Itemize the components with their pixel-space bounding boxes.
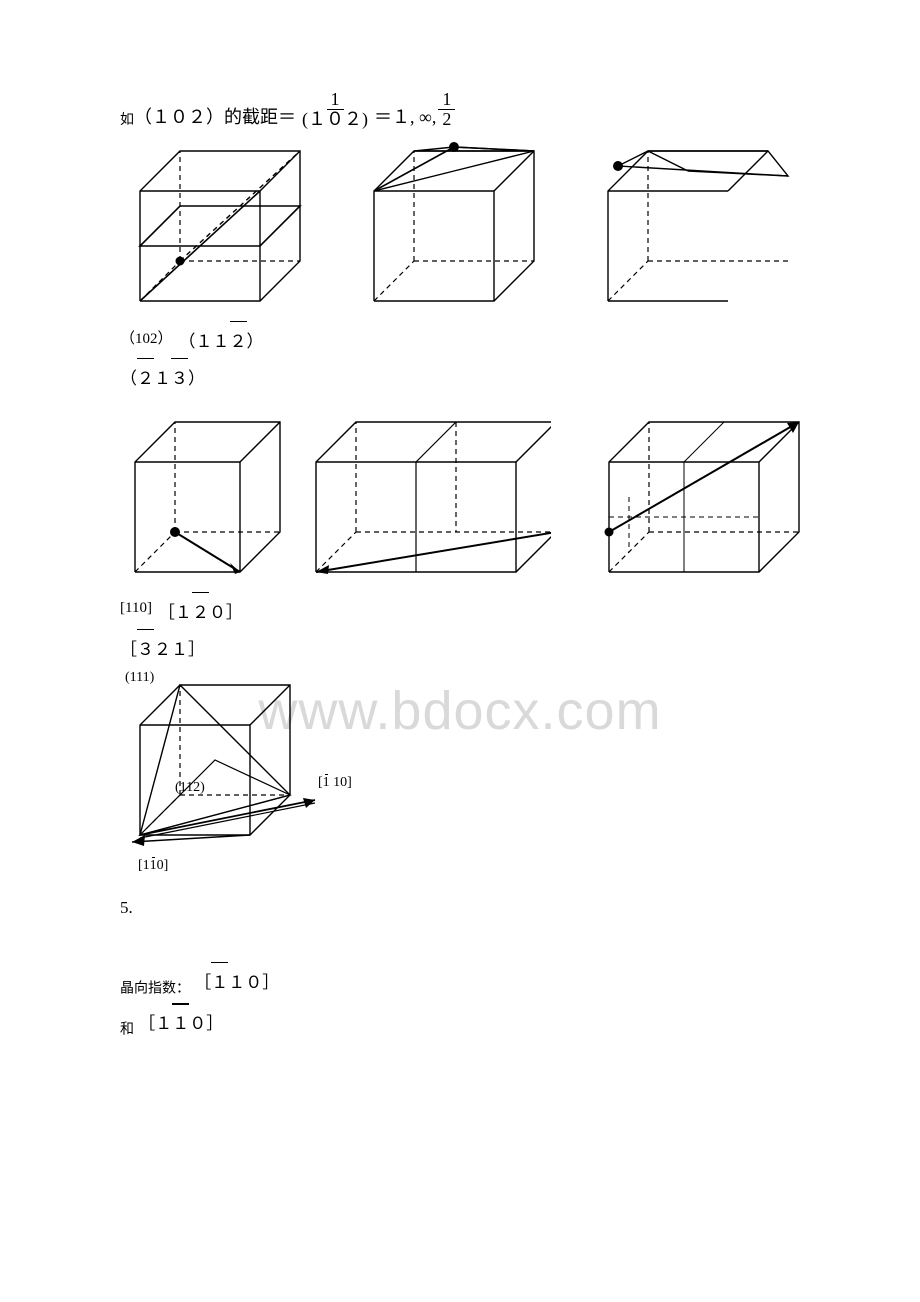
frac2-num: 1 bbox=[438, 90, 455, 110]
cubes-row-1 bbox=[120, 141, 800, 311]
figure-111-112: (111) (112) [1 10] [110] bbox=[120, 670, 360, 850]
cube-321bar-dir bbox=[569, 397, 800, 582]
plane-labels-1: （102） （１１２） bbox=[120, 323, 800, 352]
cube-213bar bbox=[588, 141, 798, 311]
cube-120bar-dir bbox=[301, 407, 551, 582]
label-112bar: （１１２） bbox=[179, 323, 264, 352]
dir-labels-1: [110] ［１２０］ bbox=[120, 594, 800, 623]
lbl-111: (111) bbox=[125, 670, 154, 686]
item-5: 5. bbox=[120, 898, 800, 918]
intercept-equation: 如 （１０２）的截距＝ 1 (１０２) ＝１, ∞, 1 2 bbox=[120, 90, 800, 129]
eq-text-1: （１０２）的截距＝ bbox=[134, 103, 296, 129]
lbl-1b10: [110] bbox=[138, 858, 168, 874]
cube-112bar bbox=[354, 141, 554, 311]
cube-110-dir bbox=[120, 407, 283, 582]
cube-111-112 bbox=[120, 670, 360, 850]
lbl-112: (112) bbox=[175, 780, 205, 796]
bottom-line-1: 晶向指数： ［１１０］ bbox=[120, 964, 800, 997]
fraction-2: 1 2 bbox=[438, 90, 455, 129]
label-102: （102） bbox=[120, 327, 173, 348]
label-213bar: （２１３） bbox=[120, 360, 800, 389]
label-120bar: ［１２０］ bbox=[158, 594, 243, 623]
fraction-1: 1 (１０２) bbox=[298, 90, 372, 129]
frac1-den: (１０２) bbox=[298, 110, 372, 129]
label-321bar: ［３２１］ bbox=[120, 631, 800, 660]
prefix-ru: 如 bbox=[120, 109, 134, 129]
eq-text-2: ＝１, ∞, bbox=[374, 103, 436, 129]
frac1-num: 1 bbox=[327, 90, 344, 110]
label-110: [110] bbox=[120, 600, 152, 617]
bottom-line-2: 和 ［１１０］ bbox=[120, 1005, 800, 1038]
cubes-row-2 bbox=[120, 397, 800, 582]
lbl-m110: [1 10] bbox=[318, 775, 352, 791]
frac2-den: 2 bbox=[438, 110, 455, 129]
cube-102 bbox=[120, 141, 320, 311]
